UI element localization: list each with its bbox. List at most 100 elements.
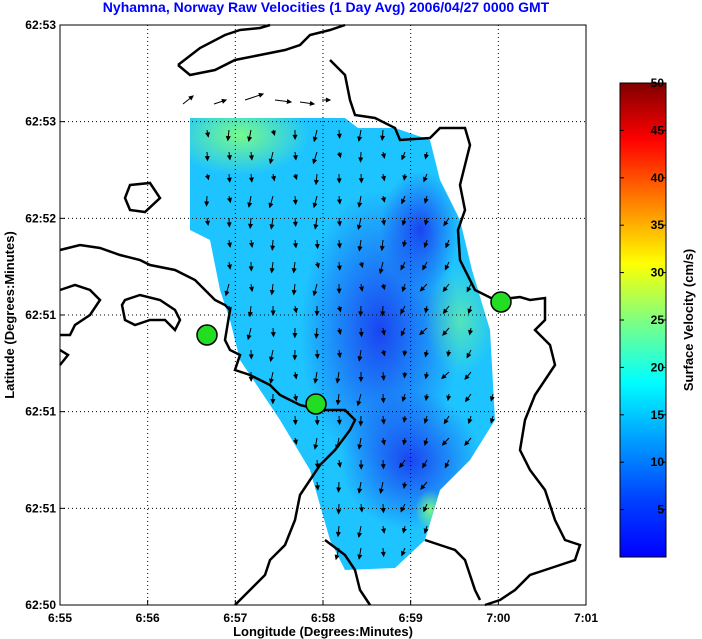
velocity-arrow [335, 437, 341, 451]
velocity-arrow [226, 261, 232, 270]
velocity-arrow [268, 151, 274, 165]
velocity-arrow [401, 217, 407, 226]
velocity-arrow [292, 437, 298, 446]
velocity-arrow [226, 195, 232, 204]
velocity-arrow [247, 129, 253, 142]
velocity-arrow [401, 195, 406, 205]
velocity-arrow [442, 327, 450, 336]
velocity-arrow [336, 129, 342, 140]
velocity-arrow [489, 393, 495, 402]
velocity-arrow [380, 437, 386, 446]
velocity-arrow [358, 261, 364, 269]
velocity-arrow [336, 239, 342, 249]
velocity-arrow [225, 129, 231, 142]
velocity-arrow [292, 217, 298, 228]
velocity-arrow [446, 393, 452, 402]
velocity-arrow [400, 503, 406, 513]
velocity-arrow [380, 547, 386, 558]
velocity-arrow [314, 305, 320, 317]
velocity-arrow [423, 503, 428, 513]
colorbar-tick-label: 5 [657, 503, 664, 517]
velocity-arrow [314, 415, 320, 426]
coastline-islet-a [59, 283, 102, 337]
colorbar-tick-label: 30 [651, 266, 665, 280]
velocity-arrow [292, 349, 298, 361]
velocity-arrow [292, 173, 298, 181]
colorbar-tick-label: 35 [651, 218, 665, 232]
velocity-arrow [380, 305, 386, 317]
velocity-arrow [248, 371, 254, 382]
coastline-north [177, 23, 346, 77]
velocity-arrow [423, 305, 429, 314]
velocity-arrow [400, 261, 406, 271]
velocity-arrow [336, 305, 342, 313]
velocity-arrow [312, 283, 318, 297]
velocity-arrow [336, 151, 342, 159]
velocity-arrow [312, 151, 318, 165]
velocity-arrow [313, 217, 319, 230]
velocity-arrow [291, 261, 297, 274]
velocity-arrow [380, 393, 386, 404]
y-tick-label: 62:52 [25, 211, 56, 225]
velocity-arrow [423, 151, 429, 160]
velocity-arrow [270, 327, 276, 338]
velocity-arrow [420, 481, 428, 490]
velocity-arrow [401, 151, 406, 161]
velocity-arrow [226, 239, 232, 248]
velocity-arrow [204, 173, 210, 181]
velocity-arrow [444, 261, 450, 271]
velocity-arrow [269, 283, 275, 296]
velocity-arrow [248, 239, 254, 249]
velocity-arrow [292, 327, 298, 339]
velocity-arrow [423, 173, 428, 183]
velocity-arrow [441, 371, 450, 380]
colorbar-label: Surface Velocity (cm/s) [681, 249, 696, 391]
velocity-arrow [357, 547, 363, 560]
velocity-arrow [380, 349, 386, 357]
velocity-arrow [313, 371, 319, 384]
grid-lines [60, 25, 586, 605]
velocity-arrow [380, 459, 386, 470]
velocity-arrow [314, 239, 320, 250]
chart-title: Nyhamna, Norway Raw Velocities (1 Day Av… [103, 0, 550, 15]
velocity-arrow [400, 327, 406, 337]
velocity-arrow [402, 415, 408, 423]
velocity-arrow [268, 349, 274, 363]
velocity-arrow [269, 217, 275, 230]
velocity-arrow [422, 459, 428, 469]
velocity-arrow [467, 415, 473, 425]
velocity-arrow [292, 195, 298, 206]
velocity-arrow [336, 349, 342, 359]
velocity-arrow [444, 459, 450, 469]
velocity-arrow [358, 283, 364, 292]
velocity-arrow [423, 415, 429, 425]
velocity-arrow [312, 195, 318, 209]
velocity-arrow [380, 129, 386, 142]
velocity-arrow [466, 349, 472, 359]
velocity-arrow [213, 98, 228, 105]
colorbar-tick-label: 20 [651, 360, 665, 374]
velocity-arrow [468, 327, 473, 336]
x-tick-label: 7:01 [574, 611, 598, 625]
velocity-arrow [400, 305, 406, 315]
velocity-arrow [380, 525, 386, 534]
velocity-arrow [356, 393, 362, 407]
velocity-arrow [274, 98, 293, 105]
velocity-arrow [336, 283, 342, 294]
y-axis-ticks: 62:53 62:53 62:52 62:51 62:51 62:51 62:50 [25, 18, 65, 612]
colorbar-tick-label: 15 [651, 408, 665, 422]
velocity-arrow [292, 371, 298, 380]
velocity-arrow [336, 217, 342, 227]
x-tick-label: 6:55 [48, 611, 72, 625]
coastline-island-north [329, 59, 582, 607]
velocity-arrow [380, 371, 386, 381]
velocity-arrow [336, 503, 342, 515]
velocity-arrow [292, 415, 298, 426]
velocity-arrow [466, 283, 472, 293]
velocity-arrow [423, 437, 429, 447]
velocity-arrow [380, 283, 386, 291]
velocity-arrow [423, 195, 429, 204]
velocity-arrow [380, 173, 386, 182]
velocity-arrow [334, 547, 340, 561]
velocity-arrow [248, 349, 254, 360]
